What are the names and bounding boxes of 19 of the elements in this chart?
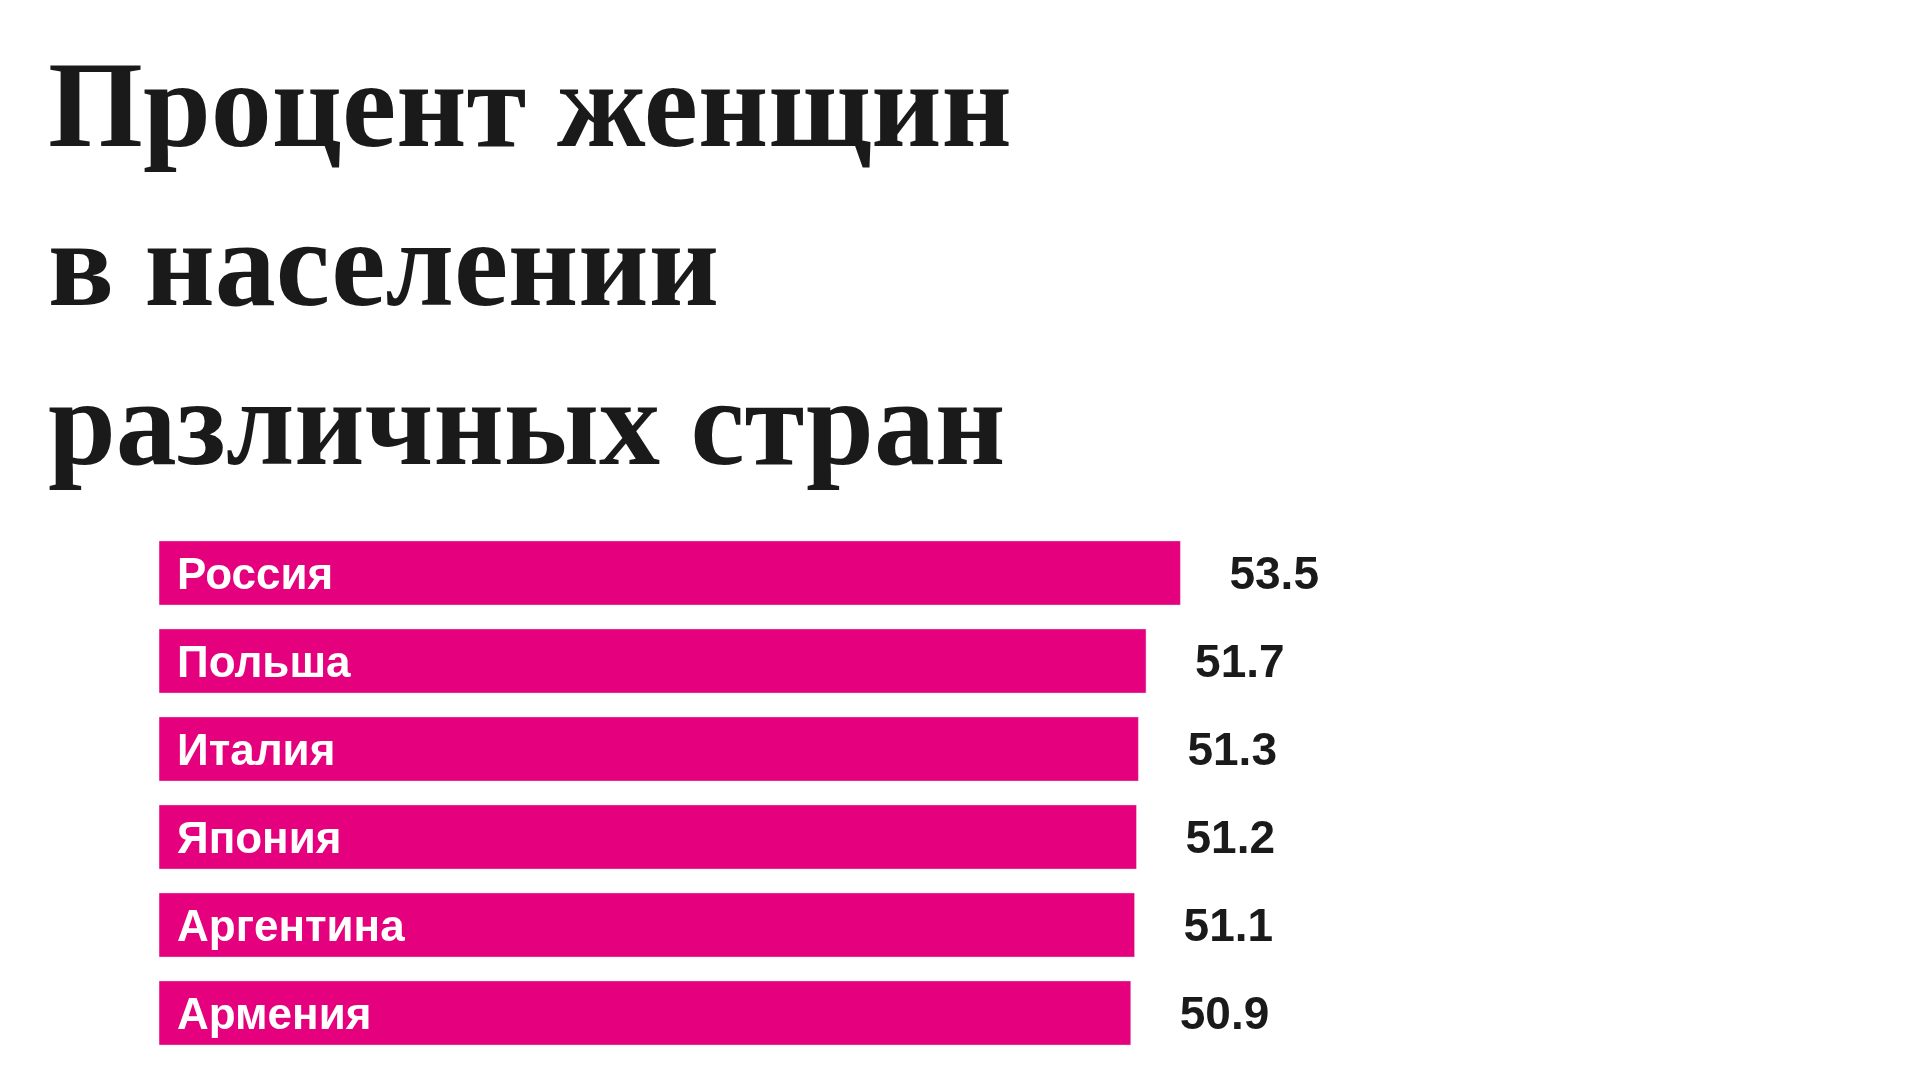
bar — [159, 892, 1135, 958]
data-label: 51.3 — [1141, 723, 1277, 775]
bar — [159, 628, 1147, 694]
bar — [159, 804, 1137, 870]
y-tick-label: Япония — [177, 813, 342, 862]
y-tick-label: Россия — [177, 549, 334, 598]
y-tick-label: Аргентина — [177, 901, 406, 950]
bar — [159, 540, 1181, 606]
y-tick-label: Италия — [177, 725, 336, 774]
y-tick-label: Армения — [177, 989, 372, 1038]
data-label: 51.2 — [1139, 811, 1276, 863]
data-label: 51.1 — [1137, 899, 1274, 951]
data-label: 53.5 — [1183, 547, 1319, 599]
data-label: 50.9 — [1133, 987, 1270, 1039]
y-tick-label: Польша — [177, 637, 352, 686]
data-label: 51.7 — [1149, 635, 1285, 687]
chart-title: Процент женщин в населении различных стран — [48, 37, 1012, 490]
bar — [159, 716, 1139, 782]
bar — [159, 980, 1132, 1046]
